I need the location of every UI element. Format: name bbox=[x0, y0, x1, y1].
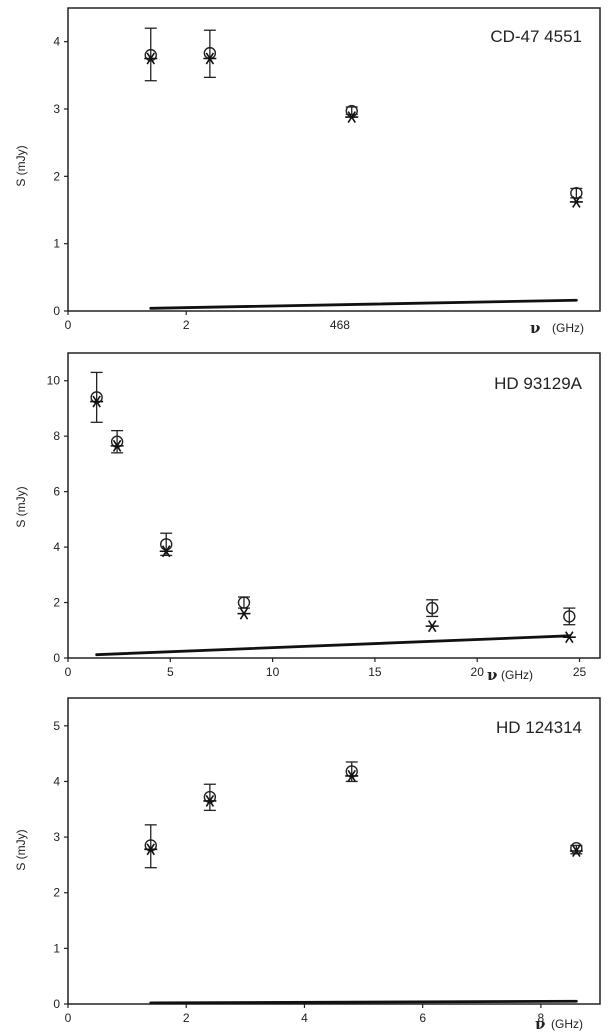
data-point-asterisk bbox=[144, 52, 158, 65]
data-point-asterisk bbox=[425, 620, 439, 633]
data-point-asterisk bbox=[159, 545, 173, 558]
x-tick-label: 5 bbox=[167, 665, 174, 679]
x-tick-label: 468 bbox=[330, 318, 350, 332]
y-tick-label: 1 bbox=[53, 941, 60, 955]
y-tick-label: 2 bbox=[53, 169, 60, 183]
data-point-asterisk bbox=[569, 195, 583, 208]
model-curve bbox=[95, 634, 571, 657]
y-tick-label: 2 bbox=[53, 886, 60, 900]
x-tick-label: 15 bbox=[368, 665, 382, 679]
panel-title: HD 93129A bbox=[494, 374, 583, 393]
axis-ticks: 0 1 2 3 4 0 2 468 bbox=[53, 35, 350, 332]
data-marks bbox=[144, 27, 583, 310]
data-point-asterisk bbox=[203, 794, 217, 807]
x-axis-unit: (GHz) bbox=[552, 321, 584, 335]
data-point-circle bbox=[144, 839, 157, 852]
y-tick-label: 0 bbox=[53, 997, 60, 1011]
x-tick-label: 0 bbox=[65, 665, 72, 679]
y-tick-label: 5 bbox=[53, 719, 60, 733]
data-point-circle bbox=[570, 186, 583, 200]
y-tick-label: 6 bbox=[53, 485, 60, 499]
y-tick-label: 10 bbox=[47, 374, 61, 388]
axis-ticks: 0 1 2 3 4 5 0 2 4 6 8 bbox=[53, 719, 544, 1025]
data-point-asterisk bbox=[569, 845, 583, 857]
y-tick-label: 3 bbox=[53, 830, 60, 844]
panel-title: CD-47 4551 bbox=[490, 27, 582, 46]
axis-ticks: 0 2 4 6 8 10 0 5 10 15 20 25 bbox=[47, 374, 587, 679]
data-point-asterisk bbox=[110, 439, 124, 452]
model-curve bbox=[149, 999, 578, 1005]
data-marks bbox=[144, 761, 583, 1005]
panel-cd-47-4551: 0 1 2 3 4 0 2 468 CD-47 4551 S (mJy) ν (GHz) bbox=[14, 7, 601, 337]
y-axis-label: S (mJy) bbox=[14, 486, 28, 527]
x-axis-unit: (GHz) bbox=[501, 668, 533, 682]
model-curve bbox=[149, 298, 578, 310]
y-tick-label: 4 bbox=[53, 774, 60, 788]
y-tick-label: 0 bbox=[53, 651, 60, 665]
data-marks bbox=[90, 371, 576, 657]
data-point-circle bbox=[426, 601, 439, 615]
data-point-circle bbox=[160, 538, 173, 551]
y-axis-label: S (mJy) bbox=[14, 145, 28, 186]
x-tick-label: 2 bbox=[183, 318, 190, 332]
plot-frame bbox=[67, 352, 601, 659]
data-point-asterisk bbox=[90, 395, 104, 408]
y-tick-label: 2 bbox=[53, 596, 60, 610]
panel-hd-124314: 0 1 2 3 4 5 0 2 4 6 8 HD 124314 S (mJy) ν (GHz) bbox=[14, 697, 601, 1033]
x-axis-symbol: ν bbox=[535, 1015, 545, 1033]
data-point-asterisk bbox=[345, 111, 359, 124]
x-tick-label: 10 bbox=[266, 665, 280, 679]
x-tick-label: 20 bbox=[471, 665, 485, 679]
x-axis-symbol: ν bbox=[530, 319, 540, 337]
data-point-asterisk bbox=[203, 52, 217, 65]
x-axis-unit: (GHz) bbox=[551, 1017, 583, 1031]
x-tick-label: 4 bbox=[301, 1011, 308, 1025]
x-tick-label: 6 bbox=[419, 1011, 426, 1025]
panel-title: HD 124314 bbox=[496, 718, 582, 737]
plot-frame bbox=[67, 697, 601, 1005]
x-tick-label: 25 bbox=[573, 665, 587, 679]
x-tick-label: 0 bbox=[65, 1011, 72, 1025]
data-point-asterisk bbox=[345, 769, 359, 782]
y-tick-label: 4 bbox=[53, 540, 60, 554]
x-tick-label: 8 bbox=[538, 1011, 545, 1025]
data-point-asterisk bbox=[237, 607, 251, 620]
data-point-circle bbox=[144, 48, 157, 62]
data-point-circle bbox=[570, 842, 583, 855]
data-point-circle bbox=[203, 46, 217, 60]
y-tick-label: 1 bbox=[53, 237, 60, 251]
plot-frame bbox=[67, 7, 601, 312]
data-point-circle bbox=[237, 596, 251, 609]
x-axis-symbol: ν bbox=[487, 666, 497, 684]
data-point-circle bbox=[203, 790, 217, 804]
x-tick-label: 2 bbox=[183, 1011, 190, 1025]
y-tick-label: 3 bbox=[53, 102, 60, 116]
data-point-circle bbox=[345, 104, 358, 118]
data-point-circle bbox=[563, 610, 576, 623]
data-point-asterisk bbox=[144, 843, 158, 856]
y-tick-label: 0 bbox=[53, 304, 60, 318]
data-point-asterisk bbox=[562, 631, 576, 644]
y-axis-label: S (mJy) bbox=[14, 829, 28, 870]
x-tick-label: 0 bbox=[65, 318, 72, 332]
y-tick-label: 8 bbox=[53, 429, 60, 443]
y-tick-label: 4 bbox=[53, 35, 60, 49]
panel-hd-93129a: 0 2 4 6 8 10 0 5 10 15 20 25 HD 93129A S (mJy) ν (G… bbox=[14, 352, 601, 684]
